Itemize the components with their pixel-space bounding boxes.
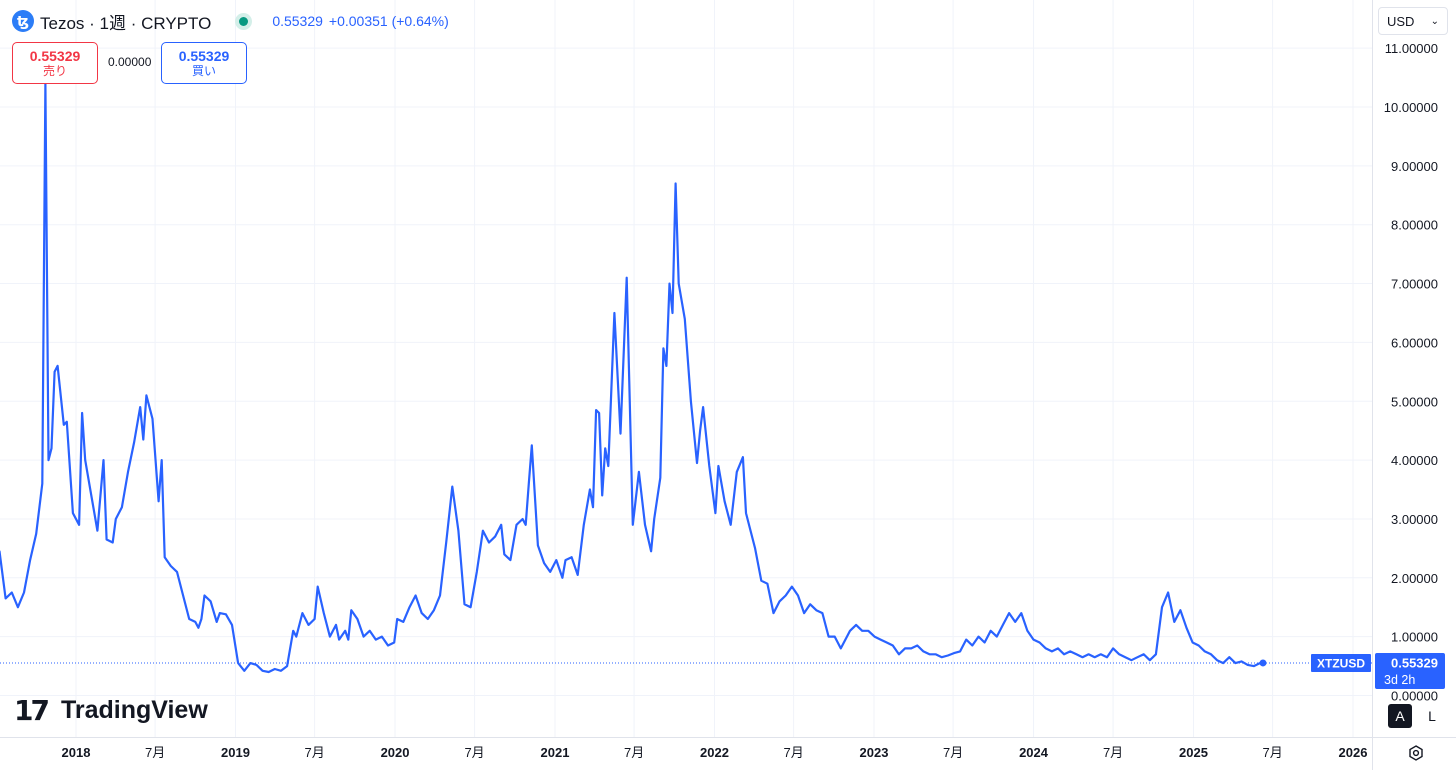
sell-label: 売り	[42, 63, 67, 78]
sell-button[interactable]: 0.55329 売り	[12, 42, 98, 84]
y-tick-label: 4.00000	[1391, 453, 1438, 468]
y-tick-label: 10.00000	[1384, 100, 1438, 115]
header-price: 0.55329	[272, 13, 323, 29]
last-price-dot	[1259, 659, 1267, 667]
tezos-coin-icon: ꜩ	[12, 10, 34, 32]
tradingview-wordmark: TradingView	[60, 696, 208, 724]
y-tick-label: 11.00000	[1385, 41, 1438, 56]
tradingview-mark-icon: 17	[14, 694, 50, 727]
market-open-icon	[239, 16, 249, 26]
x-tick-label: 2018	[62, 745, 91, 760]
time-axis[interactable]: 2018 7月 2019 7月 2020 7月 2021 7月 2022 7月 2023 7月 2024…	[62, 745, 1368, 760]
price-tag-countdown: 3d 2h	[1384, 673, 1415, 687]
x-tick-label: 7月	[1262, 745, 1282, 760]
log-scale-button[interactable]: L	[1420, 704, 1444, 728]
currency-label: USD	[1387, 13, 1415, 29]
x-tick-label: 7月	[464, 745, 484, 760]
header-change: +0.00351 (+0.64%)	[328, 13, 449, 29]
y-tick-label: 1.00000	[1391, 630, 1438, 645]
tradingview-logo[interactable]: 17 TradingView	[14, 694, 208, 727]
currency-select[interactable]: USD ⌄	[1378, 7, 1448, 35]
auto-scale-button[interactable]: A	[1388, 704, 1412, 728]
price-line-layer	[0, 82, 1372, 674]
y-tick-label: 5.00000	[1391, 394, 1438, 409]
x-tick-label: 2024	[1019, 745, 1049, 760]
x-tick-label: 7月	[624, 745, 644, 760]
x-tick-label: 2023	[860, 745, 889, 760]
y-tick-label: 9.00000	[1391, 159, 1438, 174]
x-tick-label: 2021	[541, 745, 570, 760]
x-tick-label: 2025	[1179, 745, 1208, 760]
x-tick-label: 7月	[943, 745, 963, 760]
symbol-tag-label: XTZUSD	[1317, 656, 1365, 670]
buy-price: 0.55329	[178, 47, 230, 64]
y-tick-label: 0.00000	[1391, 689, 1438, 704]
y-tick-label: 8.00000	[1391, 218, 1438, 233]
x-tick-label: 7月	[783, 745, 803, 760]
x-tick-label: 2022	[700, 745, 729, 760]
x-tick-label: 2020	[381, 745, 410, 760]
x-tick-label: 2019	[221, 745, 250, 760]
symbol-header[interactable]: ꜩ Tezos · 1週 · CRYPTO 0.55329 +0.00351 (…	[12, 9, 449, 33]
price-axis[interactable]: 0.00000 1.00000 2.00000 3.00000 4.00000 5.000…	[1384, 41, 1438, 703]
buy-label: 買い	[191, 63, 216, 78]
gear-icon	[1409, 745, 1423, 761]
chevron-down-icon: ⌄	[1430, 15, 1439, 27]
x-tick-label: 7月	[305, 745, 325, 760]
y-tick-label: 2.00000	[1391, 571, 1438, 586]
symbol-tag-bg	[1311, 653, 1371, 672]
spread-value: 0.00000	[108, 55, 152, 69]
axis-settings-button[interactable]	[1404, 742, 1428, 764]
buy-button[interactable]: 0.55329 買い	[161, 42, 247, 84]
y-tick-label: 7.00000	[1391, 277, 1438, 292]
price-tag-value: 0.55329	[1391, 655, 1438, 670]
x-tick-label: 2026	[1339, 745, 1368, 760]
last-price-tags: XTZUSD 0.55329 3d 2h	[1311, 652, 1445, 689]
price-tag-bg	[1375, 652, 1445, 689]
x-tick-label: 7月	[1103, 745, 1123, 760]
y-tick-label: 3.00000	[1391, 512, 1438, 527]
sell-price: 0.55329	[29, 47, 81, 64]
price-line	[0, 82, 1264, 674]
symbol-title[interactable]: Tezos · 1週 · CRYPTO	[40, 13, 212, 33]
x-tick-label: 7月	[145, 745, 165, 760]
grid-lines	[0, 0, 1372, 737]
y-tick-label: 6.00000	[1391, 335, 1438, 350]
